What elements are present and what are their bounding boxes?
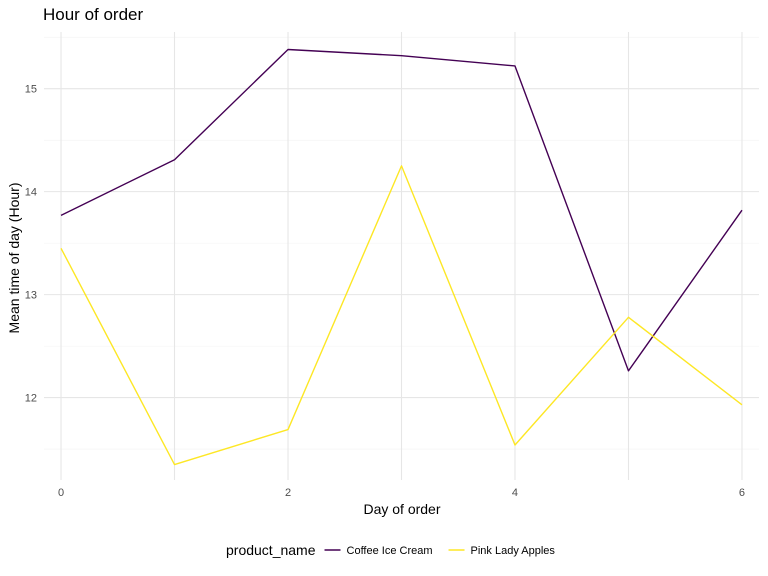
series-lines	[60, 48, 743, 466]
legend-label-coffee-ice-cream: Coffee Ice Cream	[347, 545, 433, 557]
y-tick-label: 14	[25, 187, 37, 199]
x-tick-label: 4	[512, 487, 518, 499]
series-line-coffee-ice-cream	[60, 48, 743, 372]
x-axis-ticks: 0 2 4 6	[58, 487, 745, 499]
legend-title: product_name	[226, 542, 316, 558]
series-line-pink-lady-apples	[60, 165, 743, 466]
y-tick-label: 12	[25, 393, 37, 405]
y-axis-title: Mean time of day (Hour)	[6, 183, 22, 334]
x-tick-label: 6	[739, 487, 745, 499]
legend: product_name Coffee Ice Cream Pink Lady A…	[226, 542, 555, 558]
y-tick-label: 13	[25, 290, 37, 302]
major-gridlines	[44, 32, 759, 480]
x-tick-label: 2	[285, 487, 291, 499]
x-axis-title: Day of order	[363, 501, 440, 517]
legend-label-pink-lady-apples: Pink Lady Apples	[471, 545, 556, 557]
x-tick-label: 0	[58, 487, 64, 499]
y-axis-ticks: 12 13 14 15	[25, 84, 37, 405]
chart-title: Hour of order	[43, 5, 143, 24]
y-tick-label: 15	[25, 84, 37, 96]
